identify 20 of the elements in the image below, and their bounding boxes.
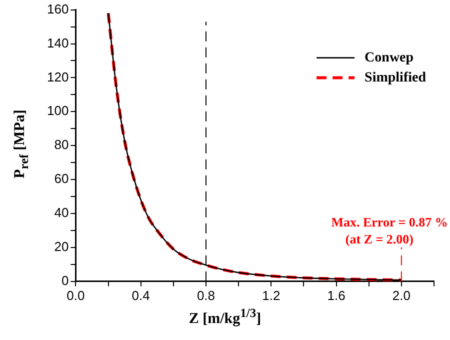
y-tick-label: 60 xyxy=(54,171,69,186)
y-tick-label: 20 xyxy=(54,239,69,254)
y-tick-label: 80 xyxy=(54,137,69,152)
y-tick-label: 100 xyxy=(46,103,69,118)
y-tick-label: 40 xyxy=(54,205,69,220)
x-tick-label: 1.2 xyxy=(262,288,280,303)
x-tick-label: 0.4 xyxy=(132,288,150,303)
y-tick-label: 120 xyxy=(46,69,69,84)
y-tick-label: 160 xyxy=(46,1,69,16)
x-tick-label: 0.8 xyxy=(196,288,216,303)
x-axis-title: Z [m/kg$^{1/3}$] xyxy=(188,306,262,328)
y-tick-label: 0 xyxy=(61,272,69,288)
legend-label: Conwep xyxy=(364,50,414,66)
x-tick-label: 0.0 xyxy=(66,288,85,303)
annotation: (at Z = 2.00) xyxy=(345,231,414,246)
annotation: Max. Error = 0.87 % xyxy=(331,214,448,230)
legend-label: Simplified xyxy=(364,70,426,86)
x-tick-label: 2.0 xyxy=(392,288,410,303)
y-tick-label: 140 xyxy=(46,35,69,50)
x-tick-label: 1.6 xyxy=(327,288,346,303)
